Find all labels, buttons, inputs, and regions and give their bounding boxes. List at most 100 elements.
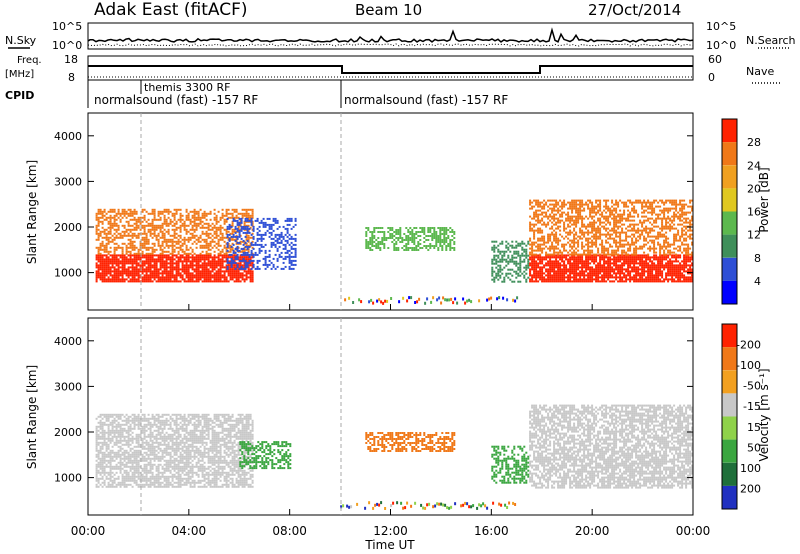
power-cell [677, 223, 680, 226]
power-cell [242, 247, 245, 250]
power-cell [97, 264, 100, 267]
power-cell [493, 254, 496, 257]
power-cell [593, 207, 596, 210]
power-cell [141, 244, 144, 247]
power-cell [645, 260, 648, 263]
power-cell [537, 258, 540, 261]
power-cell [603, 205, 606, 208]
power-cell [175, 212, 178, 215]
power-cell [495, 240, 498, 243]
power-cell [651, 260, 654, 263]
power-cell [191, 268, 194, 271]
power-cell [593, 235, 596, 238]
power-cell [667, 215, 670, 218]
power-cell [605, 215, 608, 218]
power-cell [243, 250, 246, 253]
power-cell [531, 264, 534, 267]
power-cell [529, 199, 532, 202]
power-cell [677, 239, 680, 242]
power-cell [409, 247, 412, 249]
power-cell [643, 221, 646, 224]
power-cell [577, 274, 580, 277]
power-cell [597, 272, 600, 275]
power-cell [509, 258, 512, 261]
power-cell [135, 260, 138, 263]
power-cell [631, 233, 634, 236]
power-cell [553, 235, 556, 238]
power-cell [242, 227, 245, 230]
power-cell [205, 214, 208, 217]
power-cell [397, 237, 400, 239]
power-cell [605, 235, 608, 238]
power-cell [439, 233, 442, 235]
power-cell [553, 262, 556, 265]
power-cell [290, 263, 293, 266]
power-cell [219, 262, 222, 265]
power-cell [591, 254, 594, 257]
power-cell [549, 280, 552, 283]
power-cell [260, 233, 263, 236]
power-cell [387, 227, 390, 229]
power-cell [207, 260, 210, 263]
power-cell [665, 223, 668, 226]
power-cell [151, 270, 154, 273]
power-cell [677, 211, 680, 214]
power-cell [633, 276, 636, 279]
power-cell [629, 201, 632, 204]
power-cell [621, 229, 624, 232]
power-cell [589, 207, 592, 210]
power-cell [123, 242, 126, 245]
power-cell [187, 218, 190, 221]
power-cell [101, 216, 104, 219]
power-cell [411, 231, 414, 233]
power-cell [233, 280, 236, 283]
power-cell [131, 240, 134, 243]
power-cell [245, 278, 248, 281]
power-cell [239, 280, 242, 283]
power-cell [603, 278, 606, 281]
power-cell [577, 219, 580, 222]
power-cell [601, 239, 604, 242]
power-cell [617, 213, 620, 216]
power-cell [619, 254, 622, 257]
power-cell [541, 274, 544, 277]
power-cell [613, 280, 616, 283]
power-cell [677, 278, 680, 281]
power-cell [223, 252, 226, 255]
power-cell [505, 272, 508, 275]
power-cell [547, 209, 550, 212]
power-cell [117, 272, 120, 275]
power-cell [203, 214, 206, 217]
power-cell [107, 280, 110, 283]
power-cell [629, 213, 632, 216]
power-cell [171, 256, 174, 259]
power-cell [177, 266, 180, 269]
power-cell [173, 254, 176, 257]
power-cell [239, 256, 242, 259]
power-cell [449, 239, 452, 241]
power-cell [127, 242, 130, 245]
power-cell [101, 262, 104, 265]
power-cell [611, 253, 614, 256]
power-cell [543, 205, 546, 208]
power-cell [241, 250, 244, 253]
power-cell [245, 234, 248, 237]
power-cell [113, 228, 116, 231]
power-cell [157, 256, 160, 259]
power-cell [625, 280, 628, 283]
frequency-series [88, 65, 693, 74]
power-cell [637, 213, 640, 216]
power-cell [199, 240, 202, 243]
power-cell [603, 225, 606, 228]
power-cell [569, 225, 572, 228]
power-cell [619, 213, 622, 216]
power-cell [143, 214, 146, 217]
power-cell [111, 226, 114, 229]
power-cell [599, 276, 602, 279]
power-cell [659, 217, 662, 220]
power-cell [603, 264, 606, 267]
power-cell [625, 231, 628, 234]
power-cell [223, 220, 226, 223]
power-cell [143, 226, 146, 229]
power-cell [207, 226, 210, 229]
